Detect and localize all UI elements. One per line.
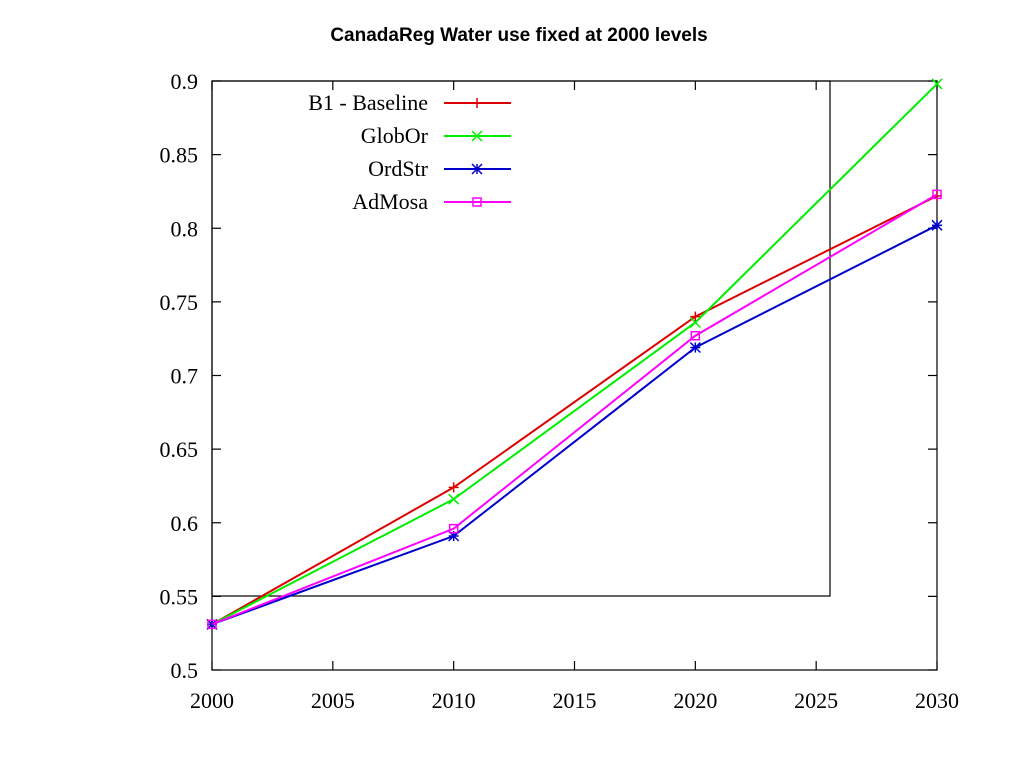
series-line-2: [211, 224, 938, 626]
legend-marker: [472, 98, 482, 108]
data-point: [689, 341, 701, 354]
series-line-3: [211, 193, 938, 626]
y-tick-label: 0.75: [160, 290, 199, 315]
legend-label: AdMosa: [352, 189, 428, 214]
axes: 0.5 0.55 0.6 0.65 0.7 0.75 0.8 0.85 0.9 2000 2005 2…: [160, 69, 960, 713]
y-tick-label: 0.9: [171, 69, 199, 94]
legend-label: OrdStr: [368, 156, 429, 181]
x-tick-label: 2020: [673, 688, 717, 713]
data-point: [931, 219, 943, 231]
data-point: [690, 330, 701, 341]
y-tick-label: 0.55: [160, 584, 199, 609]
legend-box: [211, 80, 831, 597]
series-line-0: [211, 194, 938, 626]
x-tick-label: 2015: [553, 688, 597, 713]
y-tick-label: 0.65: [160, 437, 199, 462]
data-point: [932, 189, 942, 200]
data-point: [689, 316, 701, 329]
legend-label: GlobOr: [361, 123, 429, 148]
y-tick-label: 0.6: [171, 511, 199, 536]
legend: B1 - Baseline GlobOr OrdStr AdMosa: [211, 80, 831, 597]
y-tick-label: 0.8: [171, 216, 199, 241]
y-tick-label: 0.7: [171, 364, 199, 389]
data-point: [448, 523, 459, 534]
x-tick-label: 2000: [190, 688, 234, 713]
legend-marker: [471, 163, 483, 175]
x-tick-label: 2030: [915, 688, 959, 713]
chart-title: CanadaReg Water use fixed at 2000 levels: [330, 25, 707, 46]
x-tick-label: 2025: [794, 688, 838, 713]
data-point: [207, 619, 217, 630]
data-point: [448, 493, 460, 505]
series-line-1: [211, 83, 938, 626]
data-point: [448, 482, 459, 493]
legend-marker: [472, 197, 482, 207]
x-tick-label: 2005: [311, 688, 355, 713]
x-tick-label: 2010: [432, 688, 476, 713]
data-point: [931, 78, 943, 90]
plot-area: [206, 78, 943, 630]
data-point: [690, 311, 701, 322]
legend-label: B1 - Baseline: [308, 90, 428, 115]
y-tick-label: 0.5: [171, 658, 199, 683]
y-tick-label: 0.85: [160, 143, 199, 168]
legend-marker: [471, 130, 483, 142]
